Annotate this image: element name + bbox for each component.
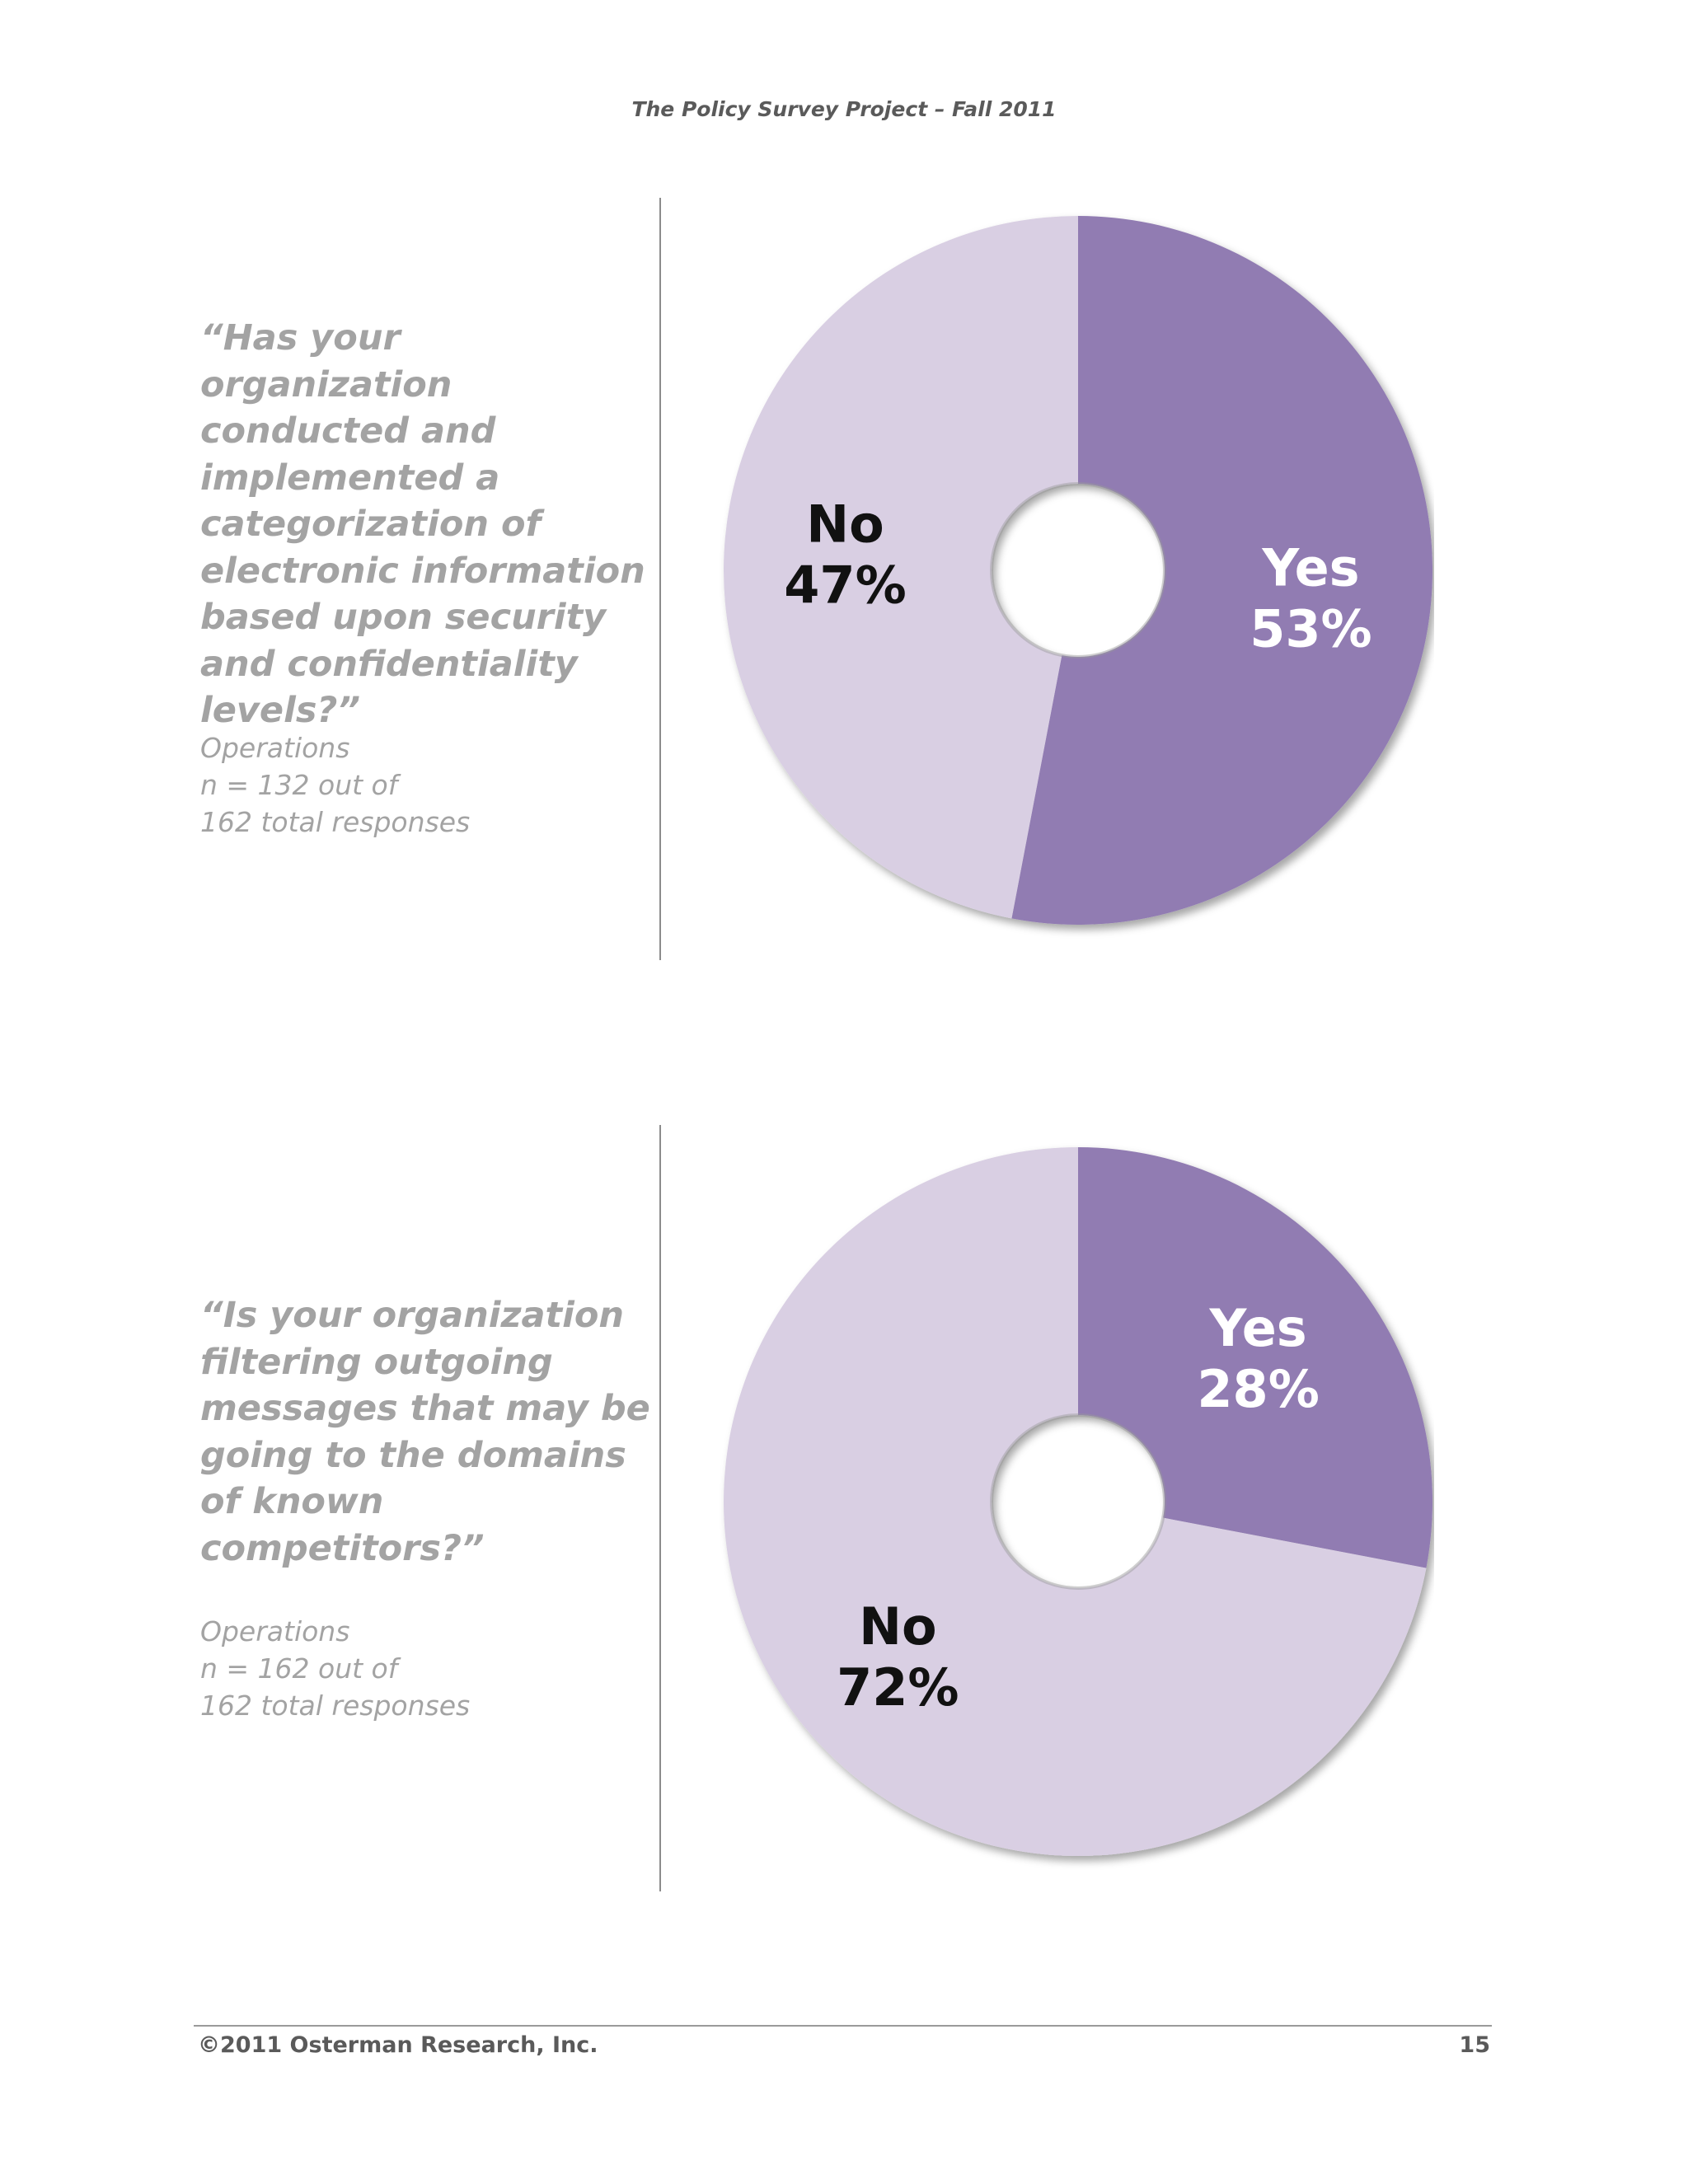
section-divider — [659, 1125, 661, 1891]
page-header: The Policy Survey Project – Fall 2011 — [631, 97, 1057, 121]
response-total: 162 total responses — [200, 806, 471, 838]
response-info: Operations n = 132 out of 162 total resp… — [200, 729, 645, 841]
donut-hole-rim — [990, 1413, 1166, 1590]
response-segment: Operations — [200, 1615, 350, 1647]
section-divider — [659, 198, 661, 960]
pie-slice-yes — [1078, 1147, 1432, 1568]
response-count: n = 132 out of — [200, 769, 398, 801]
response-total: 162 total responses — [200, 1690, 471, 1722]
slice-percent-yes: 28% — [1197, 1359, 1319, 1419]
footer-copyright: ©2011 Osterman Research, Inc. — [198, 2032, 598, 2058]
survey-question: “Is your organization filtering outgoing… — [200, 1295, 650, 1569]
pie-slice-no — [723, 216, 1078, 919]
slice-label-no: No — [806, 494, 884, 554]
response-count: n = 162 out of — [200, 1652, 398, 1685]
page-number: 15 — [1459, 2032, 1490, 2058]
slice-percent-yes: 53% — [1250, 599, 1372, 659]
slice-label-no: No — [859, 1596, 936, 1657]
footer-rule — [194, 2025, 1492, 2027]
pie-slice-yes — [1011, 216, 1432, 925]
donut-hole-rim — [990, 482, 1166, 658]
slice-percent-no: 47% — [784, 555, 906, 615]
response-info: Operations n = 162 out of 162 total resp… — [200, 1613, 645, 1724]
slice-label-yes: Yes — [1209, 1298, 1307, 1358]
survey-question: “Has your organization conducted and imp… — [200, 317, 645, 731]
pie-slice-no — [723, 1147, 1427, 1856]
slice-percent-no: 72% — [837, 1657, 959, 1718]
slice-label-yes: Yes — [1261, 538, 1359, 598]
response-segment: Operations — [200, 732, 350, 764]
